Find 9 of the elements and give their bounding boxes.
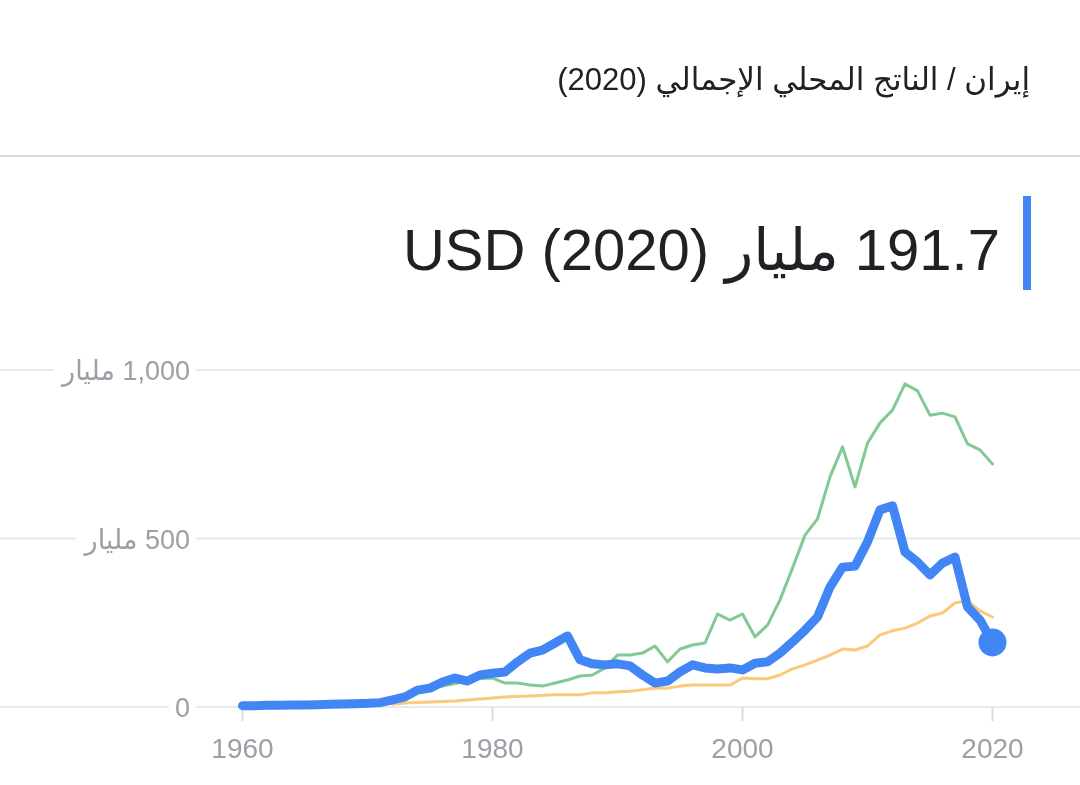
- y-tick-label: 0: [174, 693, 190, 723]
- x-tick-label: 1960: [211, 733, 274, 764]
- y-tick-label: 1,000 مليار: [60, 356, 190, 387]
- x-tick-label: 1980: [461, 733, 524, 764]
- title: إيران / الناتج المحلي الإجمالي (2020): [557, 62, 1030, 97]
- x-tick-label: 2000: [711, 733, 774, 764]
- x-tick-label: 2020: [961, 733, 1024, 764]
- subtitle: 191.7 مليار USD (2020): [402, 217, 1000, 282]
- y-tick-label: 500 مليار: [82, 524, 190, 556]
